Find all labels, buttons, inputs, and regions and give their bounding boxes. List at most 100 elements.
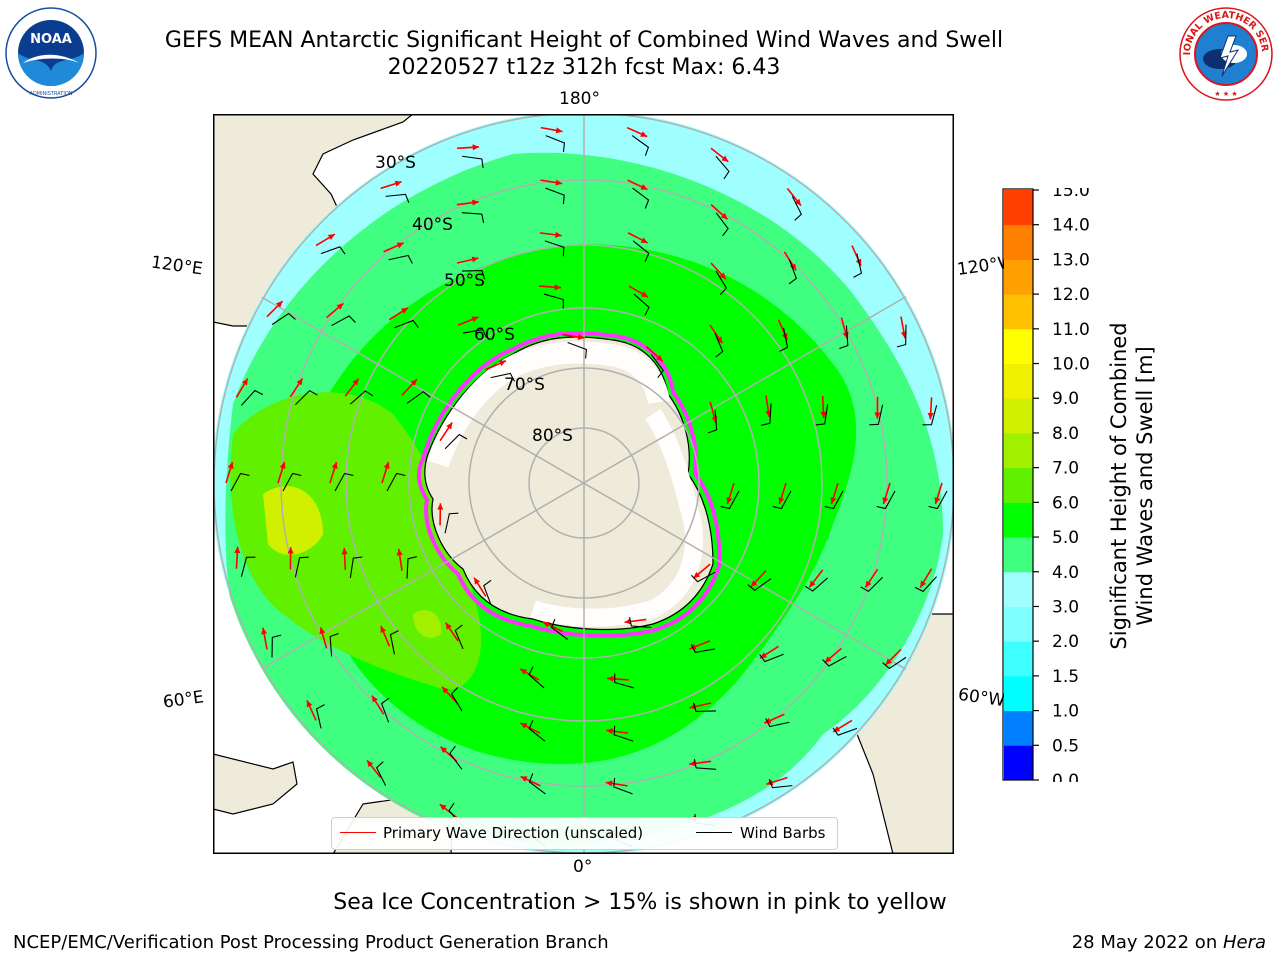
wind-barb — [331, 315, 356, 327]
wind-barb — [389, 630, 399, 655]
footer-host: Hera — [1222, 932, 1266, 953]
wind-barb — [461, 155, 484, 168]
wave-direction-arrowhead — [442, 686, 449, 694]
wave-direction-arrowhead — [400, 307, 408, 314]
wave-direction-arrowhead — [624, 618, 632, 625]
wind-barb — [832, 727, 858, 736]
colorbar-band — [1004, 467, 1033, 503]
wave-direction-arrowhead — [726, 497, 733, 505]
colorbar-band — [1004, 537, 1033, 573]
svg-text:ADMINISTRATION: ADMINISTRATION — [29, 91, 72, 97]
wave-direction-arrowhead — [554, 284, 561, 291]
wave-direction-arrowhead — [279, 461, 286, 469]
wind-barb — [385, 193, 410, 203]
wave-direction-arrowhead — [474, 577, 481, 585]
lat-label-50s: 50°S — [444, 271, 485, 291]
wind-barb — [483, 579, 492, 605]
wave-direction-arrowhead — [440, 746, 448, 754]
wave-direction-arrowhead — [555, 179, 563, 186]
wave-direction-arrowhead — [605, 780, 613, 787]
wind-barb — [772, 490, 792, 510]
wave-direction-arrowhead — [778, 497, 785, 505]
wind-barb — [922, 405, 938, 426]
polar-map: 30°S 40°S 50°S 60°S 70°S 80°S — [213, 114, 954, 854]
colorbar-tick-label: 12.0 — [1052, 285, 1090, 305]
wave-direction-arrowhead — [472, 199, 479, 206]
wind-barb — [714, 332, 724, 358]
colorbar-tick-label: 0.5 — [1052, 736, 1079, 756]
wind-barb — [791, 196, 803, 221]
wind-barb — [690, 644, 716, 653]
colorbar-tick-label: 2.0 — [1052, 632, 1079, 652]
colorbar-band — [1004, 328, 1033, 365]
wave-direction-arrowhead — [555, 231, 562, 238]
wind-barb — [545, 135, 566, 153]
wind-barb — [613, 725, 634, 742]
wind-barb — [315, 704, 325, 729]
wave-direction-arrowhead — [331, 461, 338, 469]
wind-barb — [271, 634, 282, 658]
wave-direction-arrowhead — [439, 804, 447, 811]
wave-direction-arrowhead — [865, 580, 872, 588]
colorbar-band — [1004, 224, 1033, 260]
wind-barb — [461, 212, 485, 224]
wave-direction-arrowhead — [920, 580, 927, 588]
wind-barb — [822, 655, 847, 667]
wind-barb — [444, 512, 459, 534]
wave-direction-arrowhead — [640, 131, 648, 137]
wind-barb — [632, 240, 650, 262]
wave-direction-arrowhead — [764, 717, 772, 724]
wind-barb — [715, 155, 730, 180]
wind-barb — [860, 576, 883, 593]
wind-barb — [334, 472, 354, 492]
wind-barb — [869, 404, 884, 426]
wave-direction-arrowhead — [446, 422, 453, 430]
lat-label-70s: 70°S — [504, 375, 545, 395]
colorbar-band — [1004, 606, 1033, 642]
colorbar-tick-label: 10.0 — [1052, 355, 1090, 375]
wave-direction-arrowhead — [306, 700, 313, 708]
wave-direction-arrowhead — [471, 316, 479, 323]
wave-direction-arrowhead — [824, 656, 832, 663]
colorbar-band — [1004, 398, 1033, 434]
wind-barb — [876, 490, 896, 510]
wind-barb — [853, 253, 863, 278]
wind-barb — [759, 653, 784, 663]
wave-direction-arrowhead — [275, 301, 283, 308]
wind-barb — [545, 187, 565, 205]
wave-direction-arrowhead — [234, 546, 241, 554]
wave-direction-arrowhead — [380, 625, 387, 633]
wind-barb — [715, 212, 729, 237]
wind-barb — [815, 404, 829, 426]
wind-barb — [240, 389, 264, 406]
legend-arrow-swatch — [340, 832, 376, 833]
wind-barb — [240, 556, 256, 577]
colorbar-band — [1004, 259, 1033, 295]
wave-direction-arrowhead — [720, 212, 728, 220]
wave-direction-arrowhead — [716, 336, 723, 344]
colorbar-label-line2: Wind Waves and Swell [m] — [1133, 346, 1157, 626]
svg-text:★ ★ ★: ★ ★ ★ — [1214, 90, 1237, 98]
colorbar-tick-label: 5.0 — [1052, 528, 1079, 548]
wind-barb — [230, 472, 250, 492]
wind-barb — [761, 403, 772, 426]
wind-barb — [768, 779, 793, 789]
wind-barb — [349, 556, 363, 578]
wind-barb — [632, 187, 650, 209]
lat-label-60s: 60°S — [474, 325, 515, 345]
wave-direction-arrowhead — [396, 242, 404, 249]
lat-label-40s: 40°S — [412, 215, 453, 235]
wind-barb — [747, 578, 772, 591]
colorbar-band — [1004, 641, 1033, 677]
wave-direction-arrowhead — [296, 378, 303, 386]
wave-direction-arrowhead — [367, 760, 374, 768]
wave-direction-arrowhead — [341, 547, 348, 555]
wave-direction-arrowhead — [520, 776, 528, 782]
wind-barb — [386, 472, 406, 492]
wind-barb — [550, 618, 568, 640]
colorbar-band — [1004, 571, 1033, 607]
sea-ice-note: Sea Ice Concentration > 15% is shown in … — [333, 890, 947, 915]
colorbar-band — [1004, 502, 1033, 538]
wave-direction-arrowhead — [577, 333, 585, 340]
wind-barb — [444, 433, 468, 450]
